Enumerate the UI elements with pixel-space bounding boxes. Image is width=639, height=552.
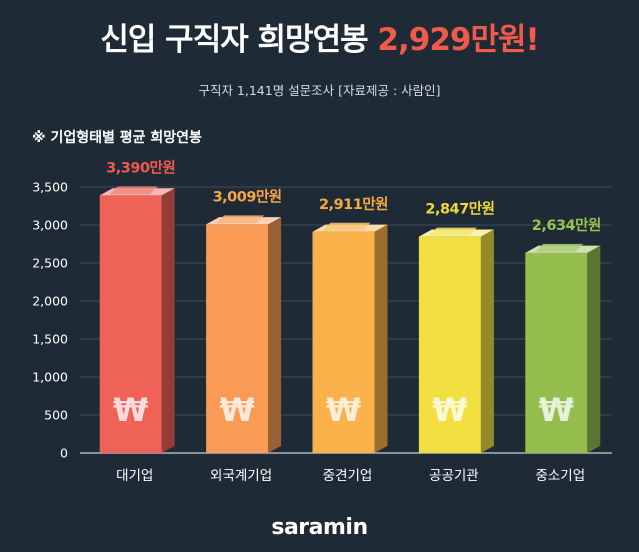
y-tick-label: 2,000: [32, 294, 68, 309]
bar: [525, 252, 588, 453]
y-tick-label: 2,500: [32, 256, 68, 271]
category-label: 중견기업: [323, 468, 373, 484]
value-label: 2,911만원: [319, 196, 388, 213]
y-tick-label: 500: [44, 408, 68, 423]
y-tick-label: 3,500: [32, 180, 68, 195]
source-note: 구직자 1,141명 설문조사 [자료제공 : 사람인]: [198, 83, 441, 98]
money-stack: [428, 227, 477, 236]
bar-side: [374, 224, 388, 453]
brand-logo: saramin: [271, 515, 368, 540]
bar: [99, 195, 162, 454]
bar-side: [480, 229, 494, 453]
won-icon: ₩: [219, 391, 254, 429]
category-label: 중소기업: [535, 468, 585, 484]
category-label: 외국계기업: [210, 468, 272, 484]
bar-side: [587, 245, 601, 453]
category-label: 공공기관: [429, 468, 479, 484]
y-tick-label: 1,000: [32, 370, 68, 385]
bar: [312, 231, 375, 453]
value-label: 3,390만원: [106, 159, 175, 176]
headline-text: 신입 구직자 희망연봉: [100, 22, 368, 58]
won-icon: ₩: [113, 391, 148, 429]
y-tick-label: 1,500: [32, 332, 68, 347]
money-stack: [109, 186, 158, 195]
bar-side: [268, 217, 282, 453]
value-label: 3,009만원: [213, 188, 282, 205]
headline-highlight: 2,929만원!: [377, 22, 539, 58]
y-tick-label: 3,000: [32, 218, 68, 233]
money-stack: [535, 243, 584, 252]
category-label: 대기업: [116, 468, 153, 484]
money-stack: [216, 215, 265, 224]
value-label: 2,847만원: [425, 201, 494, 218]
y-tick-label: 0: [60, 446, 68, 461]
won-icon: ₩: [539, 391, 574, 429]
value-label: 2,634만원: [532, 217, 601, 234]
bar: [418, 236, 481, 453]
money-stack: [322, 222, 371, 231]
won-icon: ₩: [432, 391, 467, 429]
won-icon: ₩: [326, 391, 361, 429]
chart-title: ※ 기업형태별 평균 희망연봉: [32, 130, 202, 146]
bar-side: [161, 188, 175, 453]
bar: [206, 224, 269, 453]
headline: 신입 구직자 희망연봉 2,929만원!: [0, 14, 639, 59]
